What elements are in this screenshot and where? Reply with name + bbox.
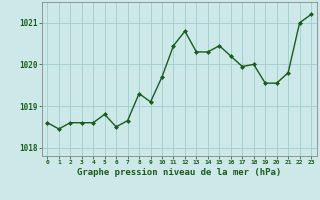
X-axis label: Graphe pression niveau de la mer (hPa): Graphe pression niveau de la mer (hPa) [77, 168, 281, 177]
